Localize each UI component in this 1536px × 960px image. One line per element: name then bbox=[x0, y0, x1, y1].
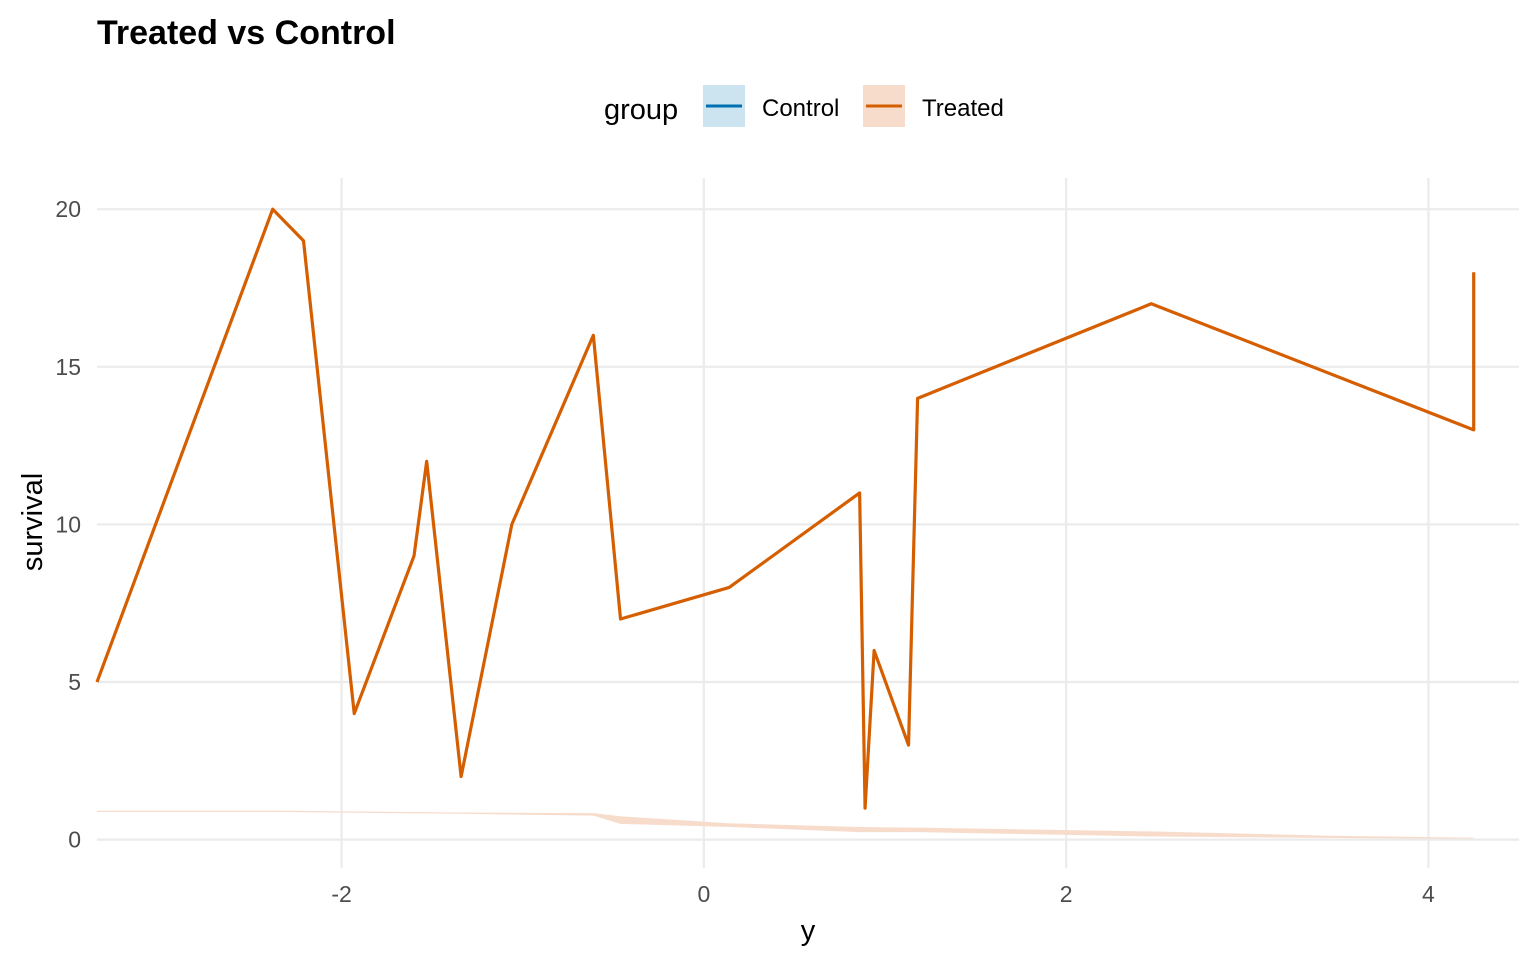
y-axis-label: survival bbox=[17, 473, 49, 571]
y-tick-label: 5 bbox=[68, 669, 81, 695]
legend-label-treated: Treated bbox=[922, 95, 1004, 122]
y-axis-ticks: 0 5 10 15 20 bbox=[55, 196, 81, 852]
x-axis-ticks: -2 0 2 4 bbox=[331, 881, 1435, 907]
series-line-treated bbox=[95, 207, 1476, 810]
y-tick-label: 10 bbox=[55, 511, 81, 537]
y-tick-label: 20 bbox=[55, 196, 81, 222]
legend-title: group bbox=[604, 94, 678, 126]
x-tick-label: 0 bbox=[697, 881, 710, 907]
y-tick-label: 0 bbox=[68, 827, 81, 853]
confidence-bands bbox=[97, 810, 1474, 839]
x-tick-label: 4 bbox=[1422, 881, 1435, 907]
legend: group Control Treated bbox=[604, 85, 1004, 127]
confidence-band-treated bbox=[97, 810, 1474, 839]
legend-label-control: Control bbox=[762, 95, 839, 122]
chart-title: Treated vs Control bbox=[97, 14, 396, 52]
x-tick-label: -2 bbox=[331, 881, 351, 907]
series-lines bbox=[95, 207, 1476, 810]
y-tick-label: 15 bbox=[55, 354, 81, 380]
x-axis-label: y bbox=[801, 915, 816, 947]
x-tick-label: 2 bbox=[1060, 881, 1073, 907]
grid-lines bbox=[97, 178, 1519, 868]
